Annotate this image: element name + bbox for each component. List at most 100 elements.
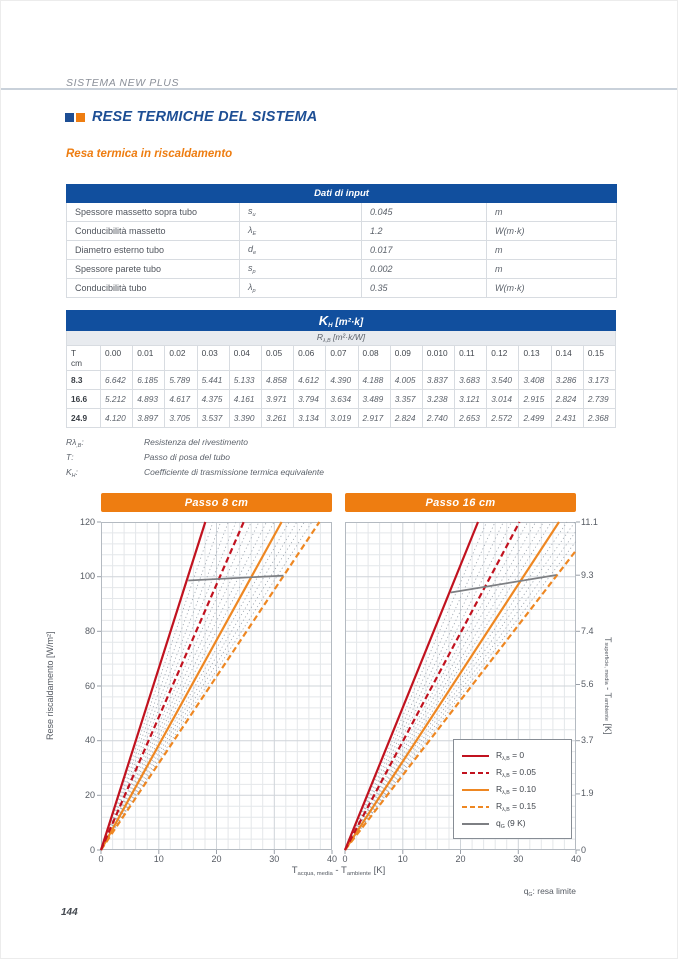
kh-cell: 3.683	[454, 370, 488, 390]
x-tick-label: 20	[211, 854, 222, 864]
input-data-table: Dati di input Spessore massetto sopra tu…	[65, 184, 618, 298]
kh-cell: 3.357	[389, 389, 423, 409]
blue-square-icon	[65, 112, 74, 122]
input-row-label: Diametro esterno tubo	[66, 240, 240, 260]
kh-cell: 3.794	[293, 389, 327, 409]
x-tick-label: 40	[326, 854, 338, 864]
kh-col-header: 0.13	[518, 345, 552, 371]
kh-table-subtitle: Rλ,B [m²·k/W]	[66, 330, 616, 346]
footnote-row: Rλ,B: Resistenza del rivestimento	[66, 437, 324, 452]
kh-cell: 3.408	[518, 370, 552, 390]
kh-col-header: 0.010	[421, 345, 456, 371]
kh-cell: 3.489	[357, 389, 391, 409]
kh-col-header: 0.12	[486, 345, 520, 371]
legend-label: Rλ,B = 0.10	[496, 783, 536, 796]
kh-cell: 5.441	[196, 370, 230, 390]
chart-passo-8	[97, 521, 333, 854]
kh-col-header: 0.06	[293, 345, 327, 371]
orange-square-icon	[76, 112, 85, 122]
kh-cell: 3.134	[293, 408, 327, 428]
header-divider	[1, 88, 677, 90]
kh-cell: 3.286	[550, 370, 584, 390]
input-row-unit: W(m·k)	[485, 278, 618, 298]
legend-line-swatch	[462, 822, 489, 825]
kh-col-header: 0.15	[582, 345, 617, 371]
kh-cell: 3.121	[454, 389, 488, 409]
input-row-value: 0.017	[361, 240, 487, 260]
x-tick-label: 30	[269, 854, 280, 864]
input-row-value: 0.35	[361, 278, 487, 298]
kh-cell: 3.897	[132, 408, 166, 428]
kh-cell: 2.739	[582, 389, 617, 409]
kh-cell: 3.173	[582, 370, 617, 390]
input-row-unit: m	[485, 259, 618, 279]
legend-line-swatch	[462, 771, 489, 774]
kh-cell: 3.634	[325, 389, 359, 409]
kh-cell: 2.917	[357, 408, 391, 428]
section-title-text: RESE TERMICHE DEL SISTEMA	[92, 109, 318, 125]
y-tick-label-left: 120	[79, 516, 95, 527]
kh-col-header: 0.07	[325, 345, 359, 371]
chart-banner-left: Passo 8 cm	[101, 493, 332, 512]
legend-row: Rλ,B = 0	[462, 747, 563, 764]
kh-table-row: 8.3 6.642 6.185 5.789 5.441 5.133 4.858 4.612 4.…	[66, 370, 617, 390]
footnote-definition: Resistenza del rivestimento	[144, 437, 248, 447]
kh-col-header: 0.11	[454, 345, 488, 371]
kh-cell: 3.705	[164, 408, 198, 428]
legend-label: qG (9 K)	[496, 817, 526, 830]
x-tick-label: 0	[342, 854, 348, 864]
kh-cell: 6.185	[132, 370, 166, 390]
kh-cell: 3.837	[421, 370, 456, 390]
kh-cell: 4.858	[260, 370, 295, 390]
kh-cell: 4.617	[164, 389, 198, 409]
kh-cell: 4.893	[132, 389, 166, 409]
input-row-value: 1.2	[361, 221, 487, 241]
kh-table-row: 16.6 5.212 4.893 4.617 4.375 4.161 3.971 3.794 3…	[66, 389, 617, 409]
section-title: RESE TERMICHE DEL SISTEMA	[65, 109, 317, 125]
legend-label: Rλ,B = 0.05	[496, 766, 536, 779]
y-axis-label-right: Tsuperficie, media - Tambiente [K]	[603, 637, 613, 735]
kh-cell: 4.375	[196, 389, 230, 409]
kh-col-header: 0.14	[550, 345, 584, 371]
kh-cell: 4.188	[357, 370, 391, 390]
input-row-label: Conducibilità tubo	[66, 278, 240, 298]
kh-cell: 4.161	[228, 389, 262, 409]
legend-label: Rλ,B = 0.15	[496, 800, 536, 813]
kh-cell: 5.789	[164, 370, 198, 390]
input-row-symbol: de	[239, 240, 362, 260]
legend-line-swatch	[462, 805, 489, 808]
input-row-label: Spessore massetto sopra tubo	[66, 202, 240, 222]
kh-cell: 3.014	[486, 389, 520, 409]
kh-col-header: 0.04	[228, 345, 262, 371]
footnote-row: T: Passo di posa del tubo	[66, 452, 324, 467]
kh-col-header: 0.02	[164, 345, 198, 371]
subsection-title: Resa termica in riscaldamento	[66, 148, 233, 160]
input-table-row: Conducibilità tubo λp 0.35 W(m·k)	[66, 278, 618, 298]
kh-col-header: 0.03	[196, 345, 230, 371]
kh-cell: 2.499	[518, 408, 552, 428]
input-row-value: 0.045	[361, 202, 487, 222]
kh-cell: 4.612	[293, 370, 327, 390]
kh-col-header: 0.00	[99, 345, 134, 371]
input-row-symbol: λE	[239, 221, 362, 241]
kh-cell: 4.390	[325, 370, 359, 390]
kh-cell: 4.005	[389, 370, 423, 390]
legend-row: Rλ,B = 0.10	[462, 781, 563, 798]
y-tick-label-left: 60	[84, 680, 95, 691]
y-tick-label-left: 0	[89, 844, 95, 855]
kh-cell: 3.261	[260, 408, 295, 428]
kh-cell: 2.740	[421, 408, 456, 428]
kh-col-header: 0.08	[357, 345, 391, 371]
kh-cell: 2.824	[550, 389, 584, 409]
input-table-title: Dati di input	[65, 184, 618, 203]
kh-cell: 2.915	[518, 389, 552, 409]
chart-note: qG: resa limite	[523, 886, 576, 898]
input-row-value: 0.002	[361, 259, 487, 279]
kh-cell: 2.572	[486, 408, 520, 428]
y-tick-label-left: 20	[84, 789, 95, 800]
input-row-label: Spessore parete tubo	[66, 259, 240, 279]
legend-label: Rλ,B = 0	[496, 749, 525, 762]
kh-row-passo: 8.3	[66, 370, 101, 390]
x-tick-label: 10	[153, 854, 164, 864]
